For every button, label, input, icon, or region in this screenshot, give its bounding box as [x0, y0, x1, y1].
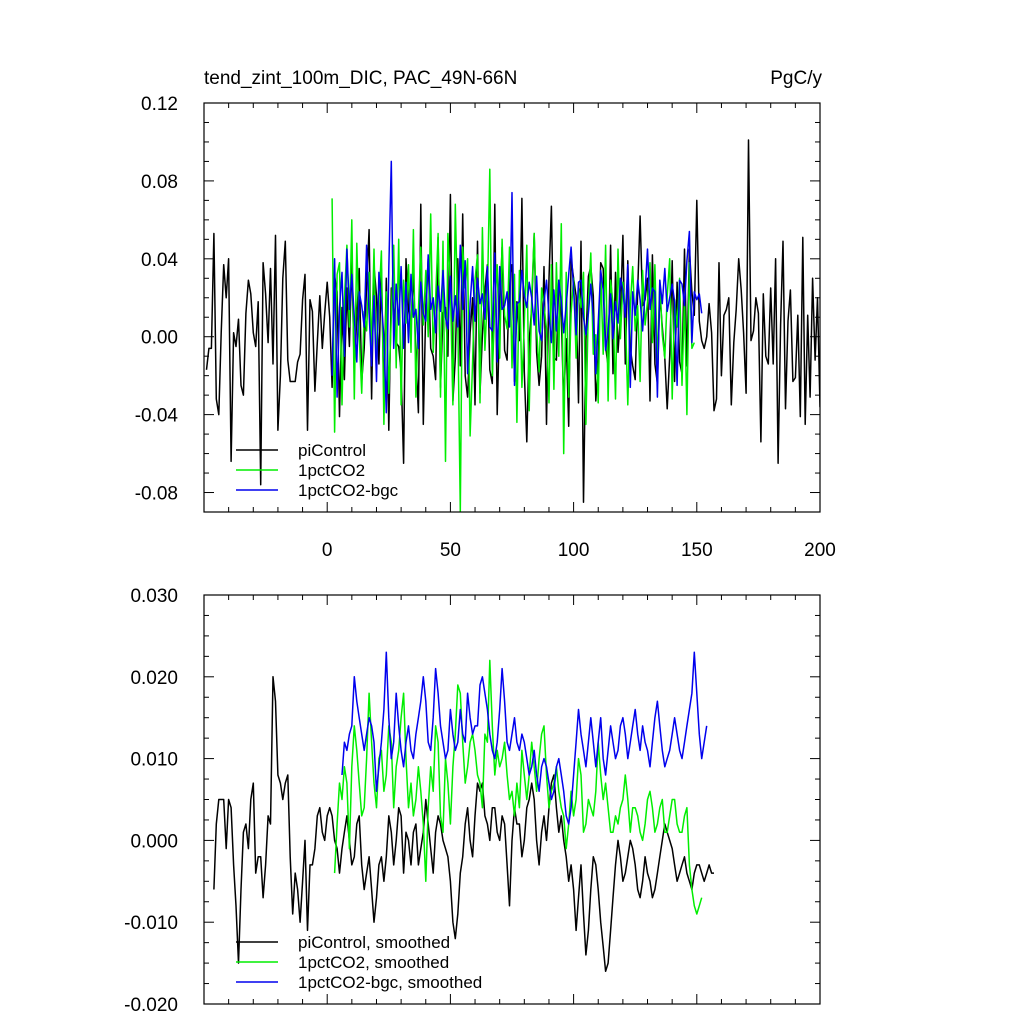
top-axis-ticks [204, 102, 821, 513]
y-tick-label: 0.12 [141, 94, 178, 115]
top-y-tick-labels: -0.08 -0.04 0.00 0.04 0.08 0.12 [135, 94, 179, 505]
x-tick-label: 0 [322, 540, 333, 561]
bottom-axis-ticks [204, 594, 821, 1005]
y-tick-label: 0.000 [130, 831, 178, 852]
top-x-tick-labels: 0 50 100 150 200 [322, 540, 836, 561]
bottom-y-tick-labels: -0.020 -0.010 0.000 0.010 0.020 0.030 [124, 586, 178, 1016]
series-line-1-0 [213, 676, 714, 973]
top-panel: tend_zint_100m_DIC, PAC_49N-66N PgC/y -0… [135, 68, 836, 561]
y-tick-label: -0.04 [135, 406, 179, 427]
x-tick-label: 150 [681, 540, 713, 561]
top-plot-frame [203, 102, 821, 513]
y-tick-label: -0.020 [124, 995, 178, 1016]
y-tick-label: 0.030 [130, 586, 178, 607]
bottom-plot-frame [203, 594, 821, 1005]
legend-label: 1pctCO2 [298, 461, 365, 480]
x-tick-label: 50 [440, 540, 461, 561]
y-tick-label: 0.08 [141, 172, 178, 193]
x-tick-label: 200 [804, 540, 836, 561]
x-tick-label: 100 [558, 540, 590, 561]
legend-label: 1pctCO2-bgc [298, 481, 399, 500]
top-chart-title: tend_zint_100m_DIC, PAC_49N-66N [204, 68, 517, 89]
top-series-group [205, 139, 820, 512]
y-tick-label: -0.08 [135, 484, 178, 505]
y-tick-label: 0.00 [141, 328, 178, 349]
y-tick-label: -0.010 [124, 913, 178, 934]
legend-label: piControl, smoothed [298, 933, 450, 952]
y-tick-label: 0.04 [141, 250, 178, 271]
top-chart-units: PgC/y [770, 68, 822, 89]
series-line-0-2 [331, 160, 703, 414]
y-tick-label: 0.010 [130, 750, 178, 771]
legend-label: 1pctCO2, smoothed [298, 953, 449, 972]
series-line-1-2 [341, 651, 708, 825]
bottom-series-group [213, 651, 714, 973]
series-line-1-1 [333, 659, 703, 915]
bottom-panel: -0.020 -0.010 0.000 0.010 0.020 0.030 piContr… [124, 586, 821, 1016]
y-tick-label: 0.020 [130, 668, 178, 689]
legend-label: piControl [298, 441, 366, 460]
legend-label: 1pctCO2-bgc, smoothed [298, 973, 482, 992]
